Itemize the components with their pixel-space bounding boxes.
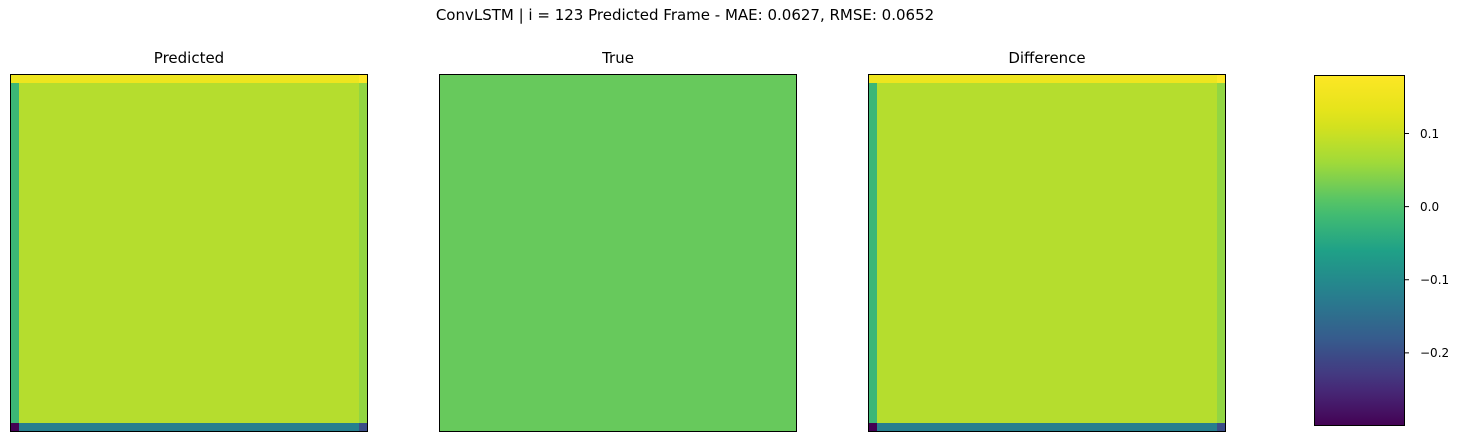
figure-title: ConvLSTM | i = 123 Predicted Frame - MAE…: [435, 6, 935, 24]
predicted-heatmap-corner-bottom-right: [359, 423, 368, 432]
difference-heatmap-bottom-row: [868, 423, 1226, 432]
predicted-heatmap-bottom-row: [10, 423, 368, 432]
difference-heatmap-corner-bottom-left: [868, 423, 877, 432]
predicted-panel-title: Predicted: [153, 49, 225, 67]
colorbar-tick-label: 0.1: [1420, 126, 1440, 141]
difference-heatmap-interior: [868, 74, 1226, 432]
predicted-axes-frame: [10, 74, 368, 432]
colorbar-frame: [1314, 75, 1405, 426]
colorbar: [1314, 75, 1405, 426]
predicted-heatmap-corner-top-right: [359, 74, 368, 83]
predicted-heatmap-interior: [10, 74, 368, 432]
predicted-heatmap-corner-bottom-left: [10, 423, 19, 432]
difference-heatmap-corner-top-right: [1217, 74, 1226, 83]
true-heatmap-cell: [439, 74, 797, 432]
true-panel-title: True: [602, 49, 634, 67]
predicted-heatmap-top-row: [10, 74, 368, 83]
difference-panel-title: Difference: [1008, 49, 1086, 67]
true-axes-frame: [439, 74, 797, 432]
difference-heatmap-corner-top-left: [868, 74, 877, 83]
colorbar-tick-label: 0.0: [1420, 199, 1440, 214]
difference-heatmap-corner-bottom-right: [1217, 423, 1226, 432]
predicted-heatmap-corner-top-left: [10, 74, 19, 83]
predicted-heatmap-right-column: [359, 83, 368, 423]
predicted-heatmap-left-column: [10, 83, 19, 423]
colorbar-tick-label: −0.2: [1420, 345, 1450, 360]
difference-heatmap-top-row: [868, 74, 1226, 83]
difference-axes-frame: [868, 74, 1226, 432]
difference-heatmap-left-column: [868, 83, 877, 423]
colorbar-tick-label: −0.1: [1420, 272, 1450, 287]
difference-heatmap-right-column: [1217, 83, 1226, 423]
